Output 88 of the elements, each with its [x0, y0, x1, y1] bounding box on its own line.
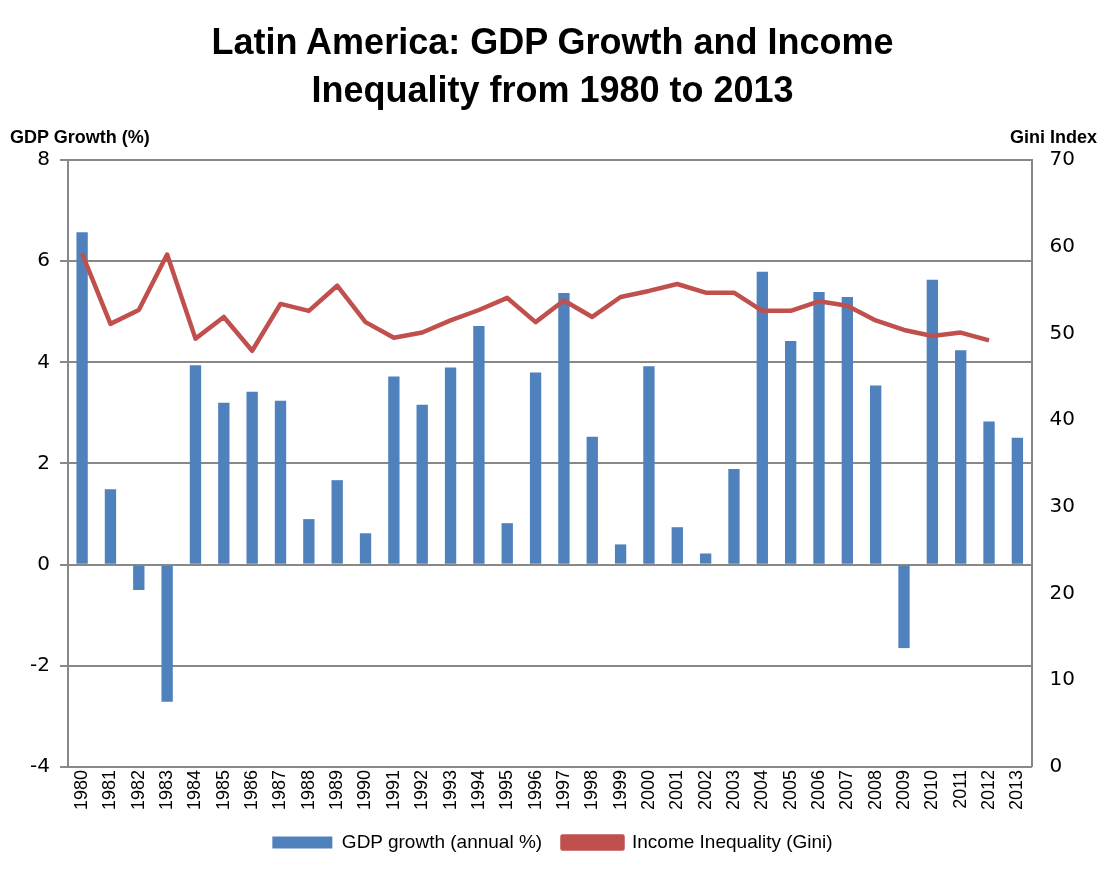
bar	[926, 279, 939, 564]
x-tick-label: 1998	[581, 769, 602, 810]
y-tick-label: -4	[29, 753, 50, 778]
chart-title: Latin America: GDP Growth and Income Inequality from 1980 to 2013	[210, 20, 895, 112]
bar	[444, 367, 457, 564]
x-tick-label: 1991	[382, 769, 403, 810]
bar	[189, 365, 202, 564]
legend-label: Income Inequality (Gini)	[632, 830, 833, 852]
y2-tick-label: 40	[1049, 406, 1075, 431]
x-tick-label: 2006	[807, 769, 828, 810]
x-tick-label: 2000	[637, 769, 658, 810]
x-tick-label: 1996	[524, 769, 545, 810]
bar	[246, 391, 258, 564]
bar	[614, 544, 627, 564]
x-tick-label: 1997	[552, 769, 573, 810]
bar	[274, 400, 287, 564]
x-tick-label: 2009	[892, 769, 913, 810]
bar	[784, 341, 797, 564]
y2-tick-label: 30	[1049, 493, 1075, 518]
bar	[388, 376, 400, 564]
bar	[586, 436, 598, 564]
x-tick-label: 1989	[326, 769, 347, 810]
x-tick-label: 1986	[241, 769, 262, 810]
x-tick-label: 1995	[496, 769, 517, 810]
bar	[331, 480, 343, 564]
x-tick-label: 1982	[127, 769, 148, 810]
bar	[841, 297, 853, 564]
bar	[870, 385, 882, 564]
bar	[558, 293, 570, 564]
x-tick-label: 2010	[921, 769, 942, 810]
bar	[955, 350, 967, 564]
x-tick-label: 2001	[666, 769, 687, 810]
y2-tick-label: 0	[1049, 753, 1063, 778]
bar	[76, 232, 88, 564]
x-tick-label: 1992	[411, 769, 432, 810]
bar	[359, 533, 372, 564]
x-tick-label: 1994	[467, 769, 488, 810]
x-tick-label: 1993	[439, 769, 460, 810]
x-tick-label: 1985	[212, 769, 233, 810]
y2-tick-label: 10	[1049, 666, 1075, 691]
bar	[671, 527, 683, 564]
x-tick-label: 2012	[978, 769, 999, 810]
bar	[133, 565, 145, 590]
x-tick-label: 2005	[779, 769, 800, 810]
x-tick-label: 2002	[694, 769, 715, 810]
bar	[699, 553, 712, 564]
y2-tick-label: 60	[1049, 232, 1075, 257]
y-tick-label: -2	[29, 652, 50, 676]
bar	[473, 325, 485, 564]
bar	[529, 372, 542, 564]
bar	[161, 565, 173, 702]
y-axis-title: GDP Growth (%)	[10, 127, 150, 148]
x-tick-label: 2003	[722, 769, 743, 810]
bar	[898, 565, 910, 649]
x-tick-label: 2013	[1006, 769, 1027, 810]
y-tick-label: 2	[37, 449, 50, 474]
x-tick-label: 2011	[949, 769, 970, 809]
x-tick-label: 1990	[354, 769, 375, 810]
bar	[756, 271, 768, 564]
bar	[303, 519, 315, 564]
bar	[728, 469, 740, 564]
x-tick-label: 2007	[836, 769, 857, 810]
x-tick-label: 1987	[269, 769, 290, 810]
y2-tick-label: 20	[1049, 579, 1075, 604]
bar	[501, 523, 513, 564]
y2-tick-label: 70	[1049, 146, 1075, 171]
y2-tick-label: 50	[1049, 319, 1075, 344]
x-tick-label: 1983	[156, 769, 177, 810]
bar	[104, 489, 117, 564]
y-tick-label: 4	[37, 348, 50, 373]
bar	[1011, 437, 1024, 564]
x-tick-label: 1988	[297, 769, 318, 810]
y-tick-label: 8	[37, 146, 50, 171]
x-tick-label: 1999	[609, 769, 630, 810]
bar	[643, 366, 655, 564]
y-tick-label: 0	[37, 550, 50, 575]
legend-label: GDP growth (annual %)	[341, 830, 543, 852]
bar	[813, 292, 825, 564]
bar	[983, 421, 995, 564]
y-tick-label: 6	[37, 247, 50, 272]
y2-axis-title: Gini Index	[1009, 127, 1097, 148]
x-tick-label: 2008	[864, 769, 885, 810]
x-tick-label: 1981	[99, 769, 120, 810]
bar	[416, 404, 428, 564]
x-tick-label: 2004	[751, 769, 772, 810]
bar	[218, 402, 230, 564]
x-tick-label: 1984	[184, 769, 205, 810]
x-tick-label: 1980	[71, 769, 92, 810]
